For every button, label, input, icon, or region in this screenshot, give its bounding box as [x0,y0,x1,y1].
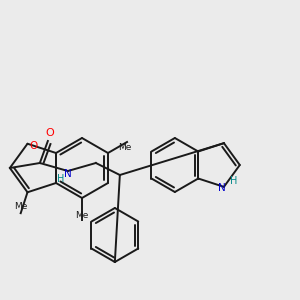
Text: Me: Me [14,202,27,211]
Text: N: N [64,169,72,179]
Text: N: N [218,183,226,193]
Text: Me: Me [118,143,132,152]
Text: Me: Me [75,211,89,220]
Text: O: O [46,128,54,138]
Text: H: H [57,174,64,184]
Text: H: H [230,176,238,186]
Text: O: O [29,141,38,151]
